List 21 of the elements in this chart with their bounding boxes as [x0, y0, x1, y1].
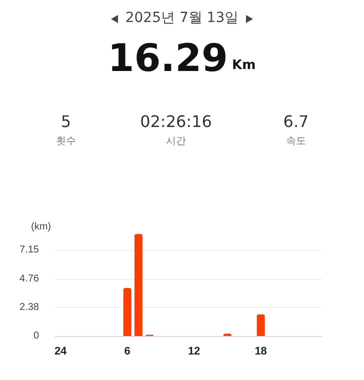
bar — [134, 234, 142, 336]
y-tick-label: 0 — [33, 330, 40, 342]
y-axis-title: (km) — [31, 222, 51, 232]
bar — [256, 314, 265, 336]
text: 5 — [60, 112, 72, 131]
text: 02:26:16 — [139, 112, 213, 131]
y-tick-label: 2.38 — [20, 302, 40, 313]
text: 속도 — [285, 135, 307, 148]
x-tick-label: 6 — [124, 346, 130, 358]
text: 횟수 — [55, 135, 77, 148]
text: 6.7 — [282, 112, 310, 131]
text: 16.29 — [106, 36, 228, 80]
y-tick-label: 4.76 — [20, 273, 40, 284]
chart-title: 2025년 7월 13일 — [124, 9, 240, 27]
text: 시간 — [165, 135, 187, 148]
x-tick-label: 24 — [54, 346, 68, 358]
y-tick-label: 7.15 — [20, 244, 40, 256]
x-tick-label: 18 — [254, 346, 267, 358]
x-tick-label: 12 — [188, 346, 200, 358]
text: Km — [232, 58, 256, 73]
bar — [123, 288, 132, 336]
